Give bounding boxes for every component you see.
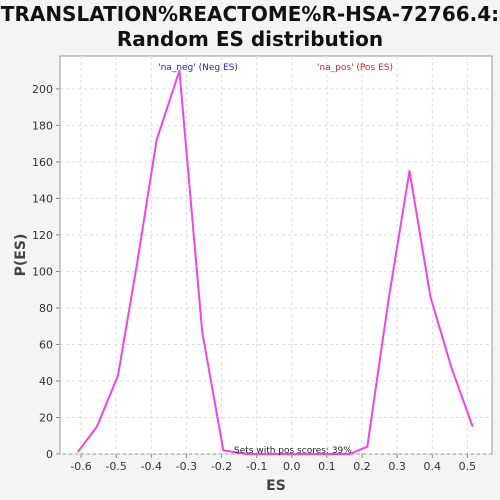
x-tick-label: -0.6	[70, 460, 91, 473]
chart-title-line-1: TRANSLATION%REACTOME%R-HSA-72766.4:	[0, 2, 500, 26]
x-tick-label: 0.2	[353, 460, 371, 473]
x-tick-label: 0.4	[424, 460, 442, 473]
x-tick-label: -0.2	[211, 460, 232, 473]
x-tick-label: -0.5	[105, 460, 126, 473]
chart-title-line-2: Random ES distribution	[116, 27, 384, 51]
y-tick-label: 200	[32, 83, 53, 96]
x-tick-label: 0.5	[459, 460, 477, 473]
x-axis-label: ES	[266, 478, 286, 494]
series-group	[76, 69, 474, 455]
y-tick-label: 120	[32, 229, 53, 242]
x-tick-label: -0.4	[141, 460, 162, 473]
x-tick-label: 0.1	[318, 460, 336, 473]
y-tick-label: 140	[32, 192, 53, 205]
x-tick-label: 0.0	[283, 460, 301, 473]
y-tick-label: 80	[39, 302, 53, 315]
y-tick-label: 60	[39, 338, 53, 351]
plot-area	[59, 55, 493, 455]
y-tick-label: 100	[32, 265, 53, 278]
y-tick-label: 40	[39, 375, 53, 388]
pos-scores-annotation: Sets with pos scores: 39%	[234, 446, 352, 456]
y-tick-label: 160	[32, 156, 53, 169]
legend-neg: 'na_neg' (Neg ES)	[158, 63, 238, 73]
x-tick-label: 0.3	[388, 460, 406, 473]
axis-ticks: -0.6 -0.5 -0.4 -0.3 -0.2 -0.1 0.0 0.1 0.2 0.3 0.4 0…	[32, 83, 476, 473]
y-tick-label: 20	[39, 411, 53, 424]
legend-pos: 'na_pos' (Pos ES)	[317, 63, 393, 73]
series-line	[76, 69, 474, 455]
y-tick-label: 180	[32, 119, 53, 132]
y-tick-label: 0	[46, 448, 53, 461]
x-tick-label: -0.3	[176, 460, 197, 473]
grid	[60, 56, 492, 455]
x-tick-label: -0.1	[246, 460, 267, 473]
y-axis-label: P(ES)	[13, 234, 29, 277]
